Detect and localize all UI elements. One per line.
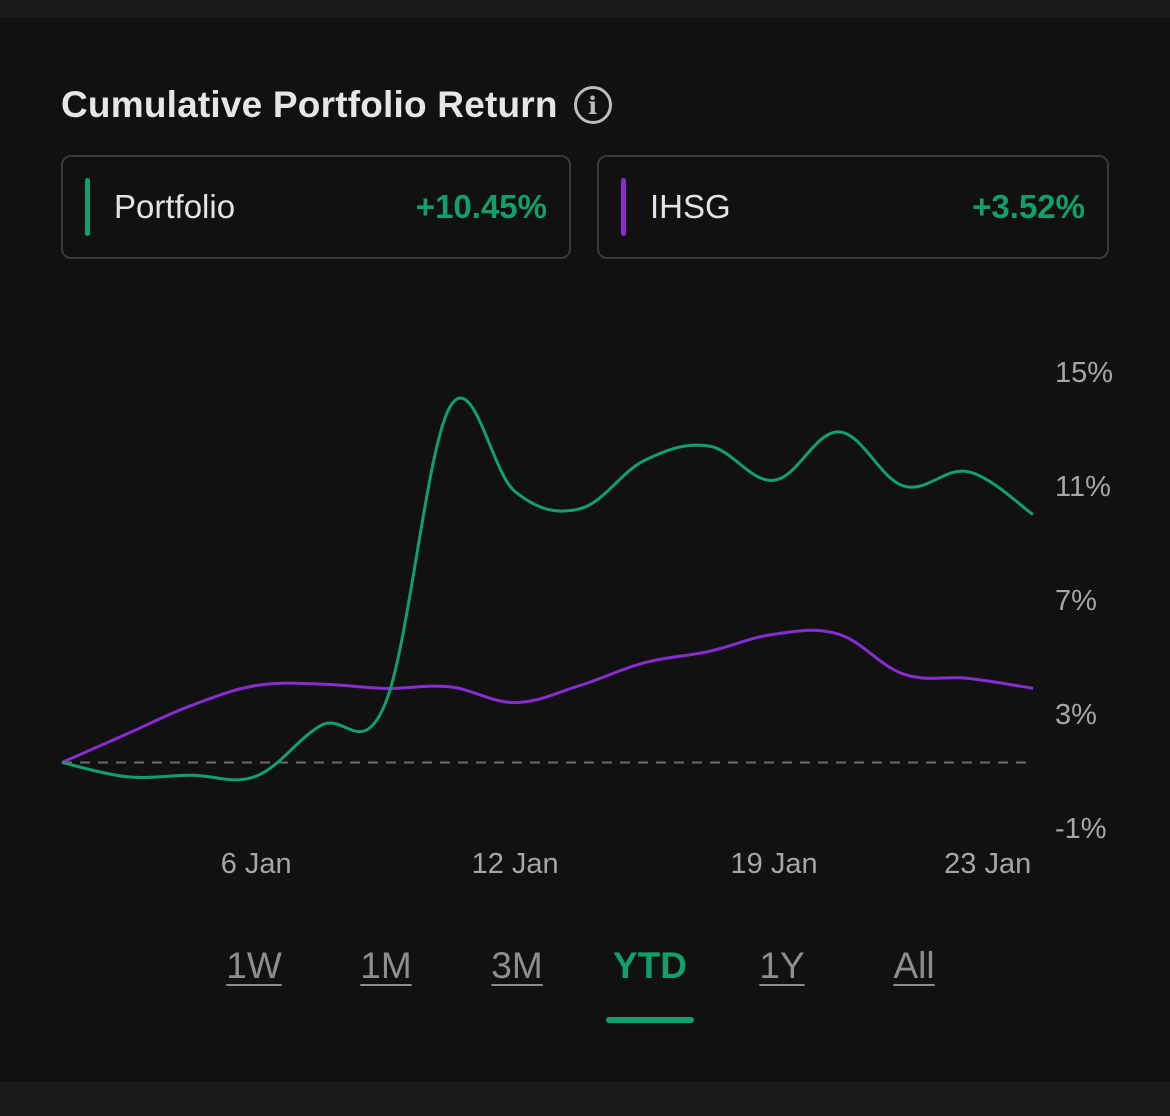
legend-portfolio-name: Portfolio <box>114 188 236 225</box>
ihsg-color-bar <box>621 178 626 236</box>
y-tick-label: 3% <box>1055 699 1097 731</box>
legend-ihsg[interactable]: IHSG +3.52% <box>597 155 1109 259</box>
chart-title: Cumulative Portfolio Return <box>61 84 558 125</box>
tab-1m[interactable]: 1M <box>360 945 412 986</box>
legend-ihsg-name: IHSG <box>650 188 731 225</box>
x-tick-label: 12 Jan <box>472 848 559 880</box>
period-tabs: 1W 1M 3M YTD 1Y All <box>0 945 1170 1025</box>
info-icon[interactable]: i <box>573 86 612 124</box>
tab-ytd[interactable]: YTD <box>613 945 687 986</box>
legend-portfolio[interactable]: Portfolio +10.45% <box>61 155 571 259</box>
tab-1y[interactable]: 1Y <box>759 945 805 986</box>
x-tick-label: 23 Jan <box>944 848 1031 880</box>
series-line-ihsg <box>61 628 1034 764</box>
tab-all[interactable]: All <box>893 945 935 986</box>
series-line-portfolio <box>61 396 1034 782</box>
tab-3m[interactable]: 3M <box>491 945 543 986</box>
chart-card <box>0 18 1170 1082</box>
x-tick-label: 19 Jan <box>731 848 818 880</box>
y-tick-label: 7% <box>1055 585 1097 617</box>
legend-ihsg-value: +3.52% <box>972 188 1085 225</box>
tab-1w[interactable]: 1W <box>226 945 282 986</box>
y-tick-label: 11% <box>1055 471 1111 503</box>
active-tab-underline <box>606 1017 694 1023</box>
y-tick-label: 15% <box>1055 357 1113 389</box>
legend-portfolio-value: +10.45% <box>415 188 547 225</box>
y-tick-label: -1% <box>1055 813 1107 845</box>
line-chart: 15% 11% 7% 3% -1% 6 Jan 12 Jan 19 Jan 23 Jan <box>61 357 1113 880</box>
x-tick-label: 6 Jan <box>221 848 292 880</box>
title-row: Cumulative Portfolio Return i <box>61 84 612 126</box>
portfolio-color-bar <box>85 178 90 236</box>
